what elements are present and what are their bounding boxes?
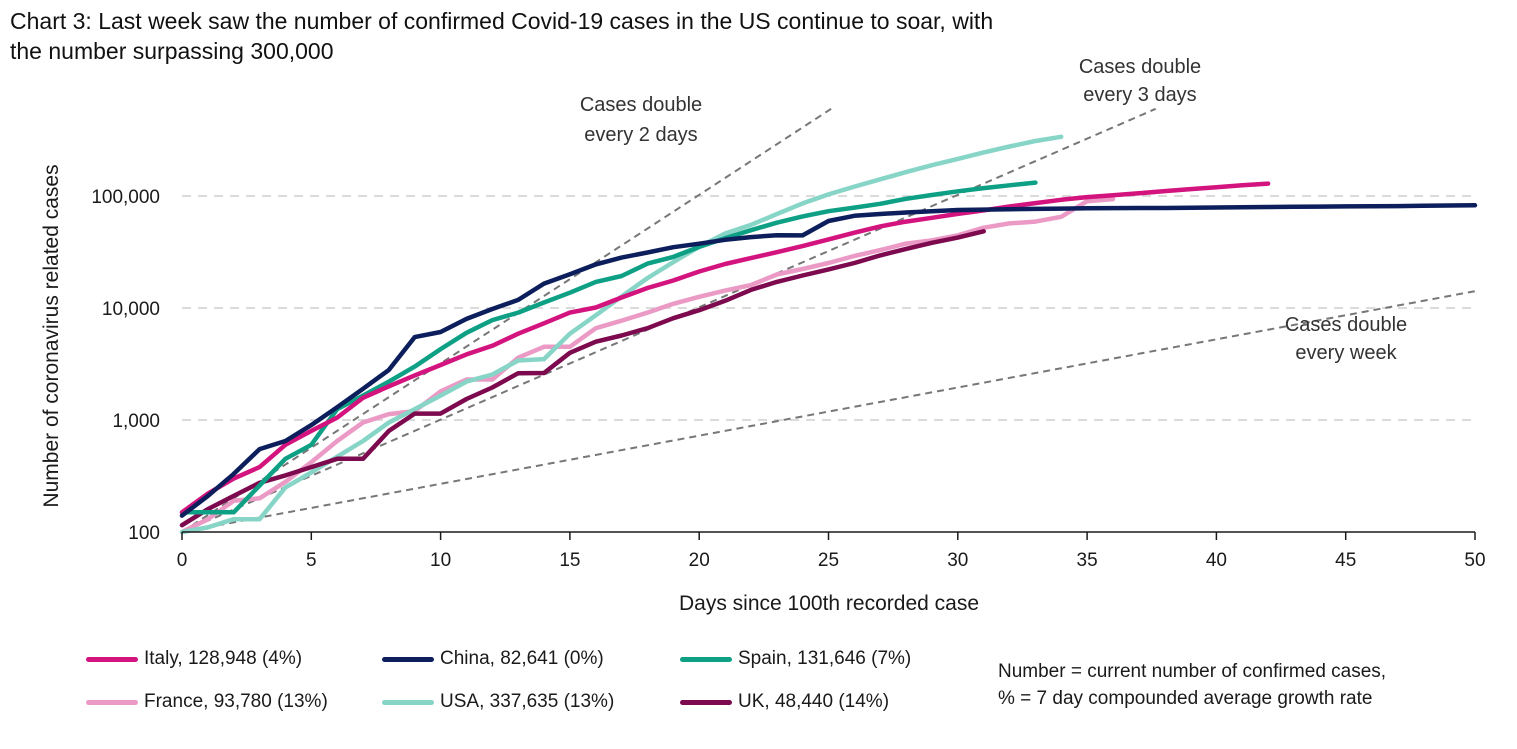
legend-item-china: China, 82,641 (0%) [382,648,604,670]
legend-label: Spain, 131,646 (7%) [738,648,912,669]
legend-item-france: France, 93,780 (13%) [86,691,328,713]
x-tick-label: 25 [818,550,839,571]
legend-label: USA, 337,635 (13%) [440,691,615,712]
x-axis-label: Days since 100th recorded case [679,592,979,615]
x-tick-label: 40 [1206,550,1227,571]
chart-title: Chart 3: Last week saw the number of con… [10,6,1310,66]
reference-label: every 3 days [1083,84,1196,106]
chart-title-line-1: Chart 3: Last week saw the number of con… [10,8,994,34]
series-lines [179,134,1478,535]
series-line-france [179,196,1116,535]
x-tick-label: 5 [306,550,317,571]
legend-note-line-1: Number = current number of confirmed cas… [998,661,1387,682]
legend-item-uk: UK, 48,440 (14%) [680,691,889,713]
axes: 100 1,000 10,000 100,000 0 5 10 15 20 25 30 35 40 45 5… [91,187,1485,571]
x-tick-label: 30 [947,550,968,571]
x-tick-label: 35 [1077,550,1098,571]
reference-line-7-day [181,290,1476,533]
reference-label: every week [1295,342,1397,364]
legend-swatch [382,656,434,662]
legend-item-italy: Italy, 128,948 (4%) [86,648,302,670]
legend-note-line-2: % = 7 day compounded average growth rate [998,688,1373,709]
legend-label: Italy, 128,948 (4%) [144,648,303,669]
y-axis-label: Number of coronavirus related cases [40,164,63,507]
reference-label: Cases double [1285,314,1407,336]
legend-note: Number = current number of confirmed cas… [998,658,1386,712]
series-line-uk [179,229,986,528]
series-line-spain [179,180,1038,515]
x-tick-label: 45 [1335,550,1356,571]
x-tick-label: 20 [689,550,710,571]
legend-swatch [382,699,434,705]
x-tick-label: 15 [559,550,580,571]
legend-swatch [680,699,732,705]
x-tick-label: 10 [430,550,451,571]
legend-label: France, 93,780 (13%) [144,691,328,712]
series-line-china [179,203,1478,518]
legend-label: China, 82,641 (0%) [440,648,604,669]
x-tick-label: 0 [177,550,188,571]
legend-item-spain: Spain, 131,646 (7%) [680,648,911,670]
series-line-italy [179,181,1271,515]
legend-label: UK, 48,440 (14%) [738,691,890,712]
legend-item-usa: USA, 337,635 (13%) [382,691,614,713]
legend-swatch [680,656,732,662]
x-tick-label: 50 [1464,550,1485,571]
reference-annotations: Cases double every 2 days Cases double ever… [580,56,1407,364]
y-tick-label: 100,000 [91,187,160,208]
y-tick-label: 10,000 [102,299,160,320]
reference-label: every 2 days [584,124,697,146]
legend-swatch [86,656,138,662]
reference-lines [181,107,1476,533]
reference-label: Cases double [580,94,702,116]
reference-label: Cases double [1079,56,1201,78]
reference-line-2-day [181,108,832,533]
legend-swatch [86,699,138,705]
y-tick-label: 100 [128,523,160,544]
chart-title-line-2: the number surpassing 300,000 [10,38,334,64]
y-tick-label: 1,000 [112,411,160,432]
line-chart: 100 1,000 10,000 100,000 0 5 10 15 20 25 30 35 40 45 5… [40,56,1486,615]
